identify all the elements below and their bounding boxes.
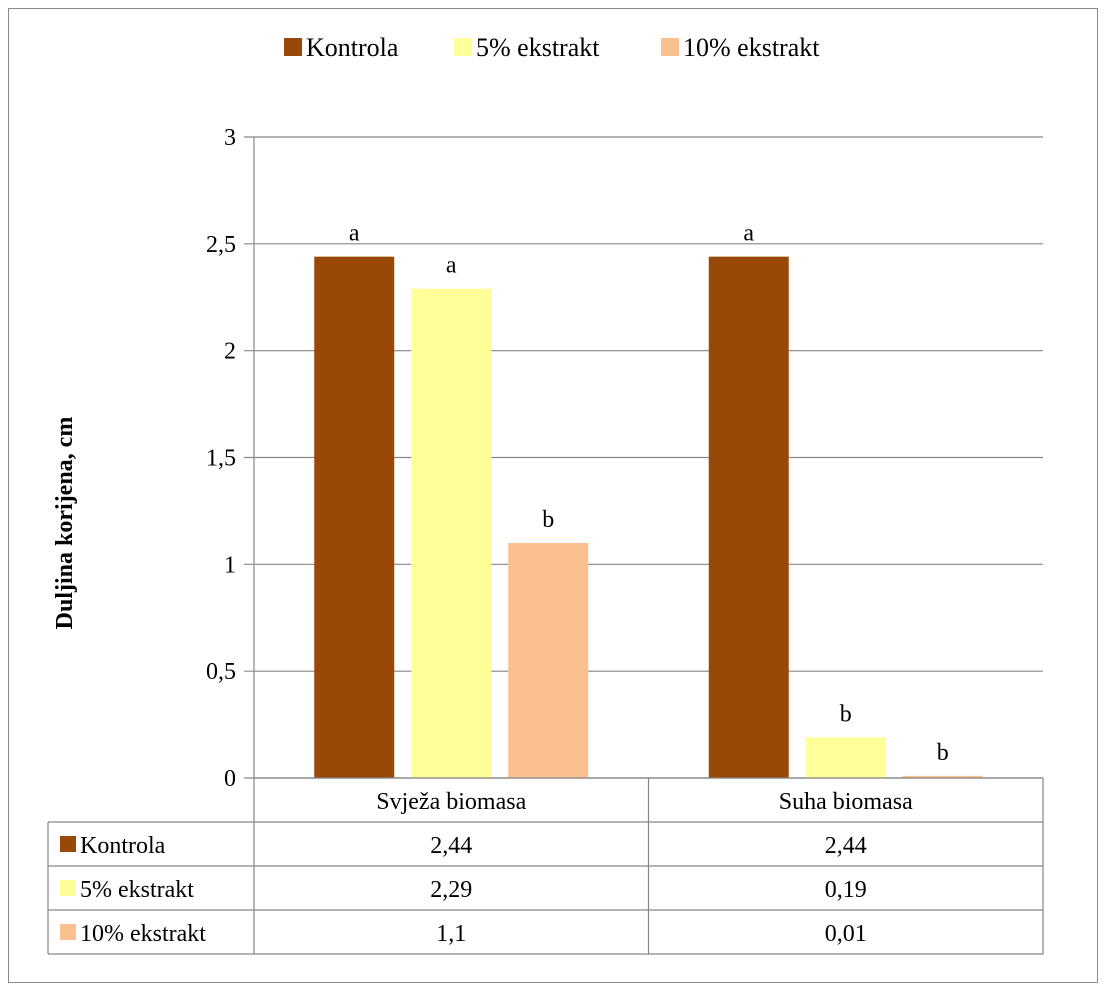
y-tick-label: 1,5 (206, 446, 236, 472)
bar-significance-letter: b (542, 507, 554, 533)
y-tick-label: 1 (224, 552, 236, 578)
bar (411, 288, 492, 778)
table-value: 2,29 (430, 877, 472, 903)
table-value: 0,19 (825, 877, 867, 903)
legend-swatch (661, 38, 679, 56)
table-series-label: Kontrola (80, 833, 166, 859)
table-legend-swatch (60, 880, 76, 896)
legend: Kontrola 5% ekstrakt 10% ekstrakt (284, 33, 820, 62)
y-axis-label: Duljina korijena, cm (52, 417, 78, 630)
bar (708, 256, 789, 778)
bar (902, 775, 983, 778)
y-axis-ticks: 0 0,5 1 1,5 2 2,5 3 (206, 125, 236, 792)
legend-label: 10% ekstrakt (683, 33, 820, 62)
legend-swatch (454, 38, 472, 56)
table-legend-swatch (60, 924, 76, 940)
bar-significance-letter: b (840, 701, 852, 727)
legend-label: Kontrola (306, 33, 399, 62)
chart-frame (8, 8, 1098, 983)
bar (508, 542, 589, 778)
table-series-label: 5% ekstrakt (80, 877, 194, 903)
y-tick-label: 0 (224, 766, 236, 792)
bar-significance-letter: a (743, 221, 754, 247)
y-tick-label: 0,5 (206, 659, 236, 685)
bar (314, 256, 395, 778)
bar-significance-letter: a (446, 253, 457, 279)
data-table: Svježa biomasa Suha biomasa Kontrola 2,44 2,… (47, 777, 1044, 955)
table-value: 2,44 (430, 833, 472, 859)
bars: a a b a b b (314, 221, 983, 778)
legend-swatch (284, 38, 302, 56)
category-label: Suha biomasa (779, 789, 913, 815)
y-tick-label: 2 (224, 339, 236, 365)
category-label: Svježa biomasa (376, 789, 526, 815)
table-legend-swatch (60, 836, 76, 852)
bar (805, 737, 886, 778)
legend-label: 5% ekstrakt (476, 33, 600, 62)
bar-significance-letter: a (349, 221, 360, 247)
y-tick-label: 3 (224, 125, 236, 151)
y-tick-label: 2,5 (206, 232, 236, 258)
table-series-label: 10% ekstrakt (80, 921, 206, 947)
table-value: 1,1 (436, 921, 466, 947)
table-value: 2,44 (825, 833, 867, 859)
bar-significance-letter: b (937, 740, 949, 766)
table-value: 0,01 (825, 921, 867, 947)
